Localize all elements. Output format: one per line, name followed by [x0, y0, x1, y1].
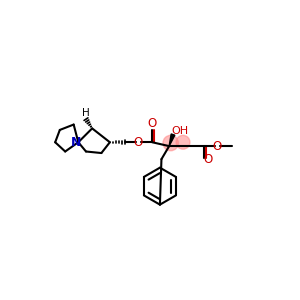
Text: O: O [134, 136, 143, 149]
Text: O: O [212, 140, 221, 153]
Text: O: O [204, 153, 213, 166]
Text: OH: OH [171, 127, 188, 136]
Circle shape [163, 135, 178, 151]
Text: N: N [71, 136, 81, 149]
Circle shape [176, 135, 190, 149]
Polygon shape [169, 134, 175, 146]
Text: O: O [148, 117, 157, 130]
Text: H: H [82, 108, 90, 118]
